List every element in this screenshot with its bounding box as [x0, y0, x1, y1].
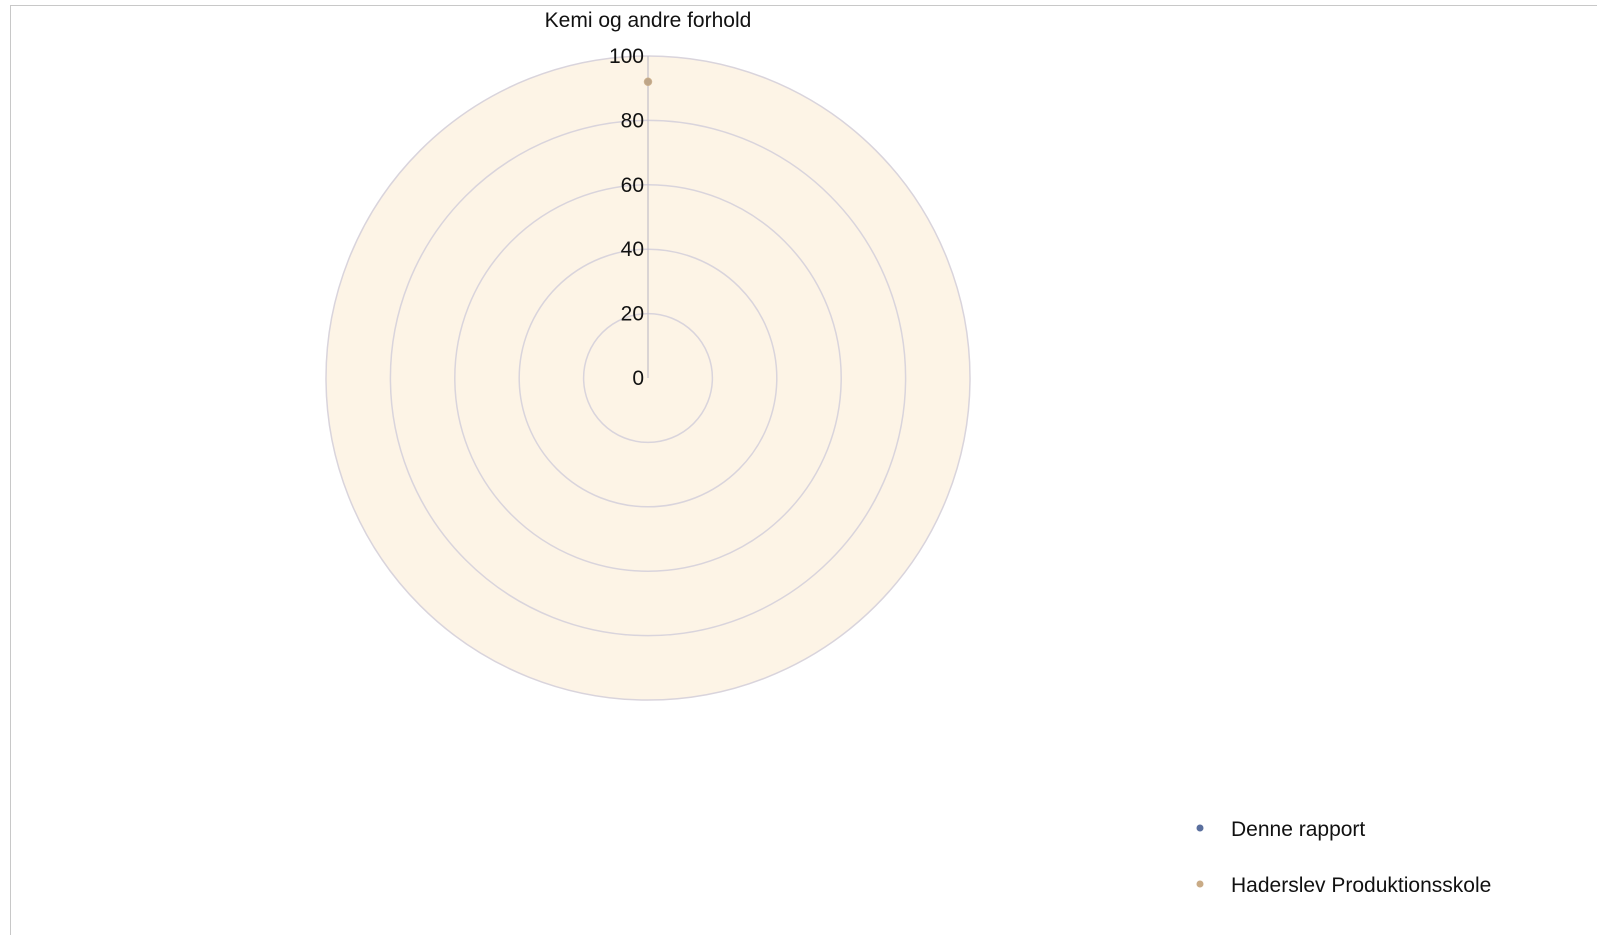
tick-label-60: 60	[621, 174, 644, 197]
tick-label-0: 0	[632, 367, 644, 390]
category-labels: Kemi og andre forhold	[545, 9, 752, 32]
legend-marker-0	[1196, 824, 1204, 832]
tick-label-40: 40	[621, 238, 644, 261]
radial-tick-labels: 0 20 40 60 80 100	[609, 45, 644, 390]
data-point-1-0	[643, 77, 653, 87]
legend-label-0: Denne rapport	[1231, 818, 1365, 841]
series-marks	[643, 77, 653, 87]
tick-label-20: 20	[621, 303, 644, 326]
chart-frame	[10, 5, 1597, 935]
tick-label-100: 100	[609, 45, 644, 68]
legend-label-1: Haderslev Produktionsskole	[1231, 874, 1491, 897]
tick-label-80: 80	[621, 109, 644, 132]
legend: Denne rapport Haderslev Produktionsskole	[1196, 818, 1491, 897]
category-label: Kemi og andre forhold	[545, 9, 752, 32]
legend-marker-1	[1196, 880, 1204, 888]
